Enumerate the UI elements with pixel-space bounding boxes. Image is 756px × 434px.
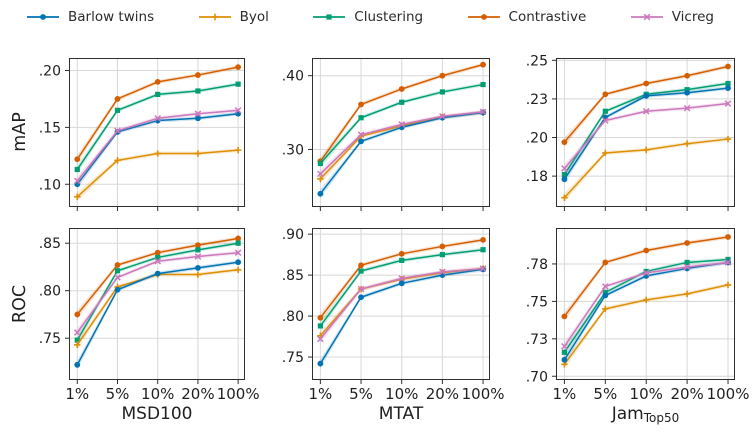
svg-text:.75: .75 — [526, 294, 548, 310]
legend-label: Contrastive — [508, 9, 587, 25]
svg-text:.23: .23 — [526, 92, 548, 108]
y-axis-label-roc: ROC — [10, 284, 30, 324]
svg-text:20%: 20% — [670, 385, 703, 403]
svg-text:100%: 100% — [462, 385, 505, 403]
svg-text:.15: .15 — [39, 120, 61, 136]
byol-marker-icon — [198, 13, 231, 21]
svg-text:.75: .75 — [282, 350, 304, 366]
svg-text:.75: .75 — [39, 331, 61, 347]
legend-item-clustering: Clustering — [312, 9, 423, 25]
legend-label: Vicreg — [671, 9, 714, 25]
svg-text:.40: .40 — [282, 69, 304, 85]
legend-item-barlow-twins: Barlow twins — [26, 9, 154, 25]
legend-label: Clustering — [354, 9, 424, 25]
svg-text:5%: 5% — [106, 385, 130, 403]
svg-text:.85: .85 — [282, 268, 304, 284]
svg-text:10%: 10% — [385, 385, 418, 403]
legend-item-vicreg: Vicreg — [630, 9, 714, 25]
legend-item-contrastive: Contrastive — [467, 9, 587, 25]
svg-text:.20: .20 — [526, 131, 548, 147]
svg-text:10%: 10% — [141, 385, 174, 403]
svg-text:.80: .80 — [39, 284, 61, 300]
svg-text:10%: 10% — [630, 385, 663, 403]
legend-label: Barlow twins — [68, 9, 155, 25]
svg-text:.30: .30 — [282, 142, 304, 158]
svg-text:.20: .20 — [39, 64, 61, 80]
svg-text:.90: .90 — [282, 227, 304, 243]
svg-text:5%: 5% — [349, 385, 373, 403]
svg-text:.18: .18 — [526, 169, 548, 185]
contrastive-marker-icon — [467, 14, 500, 20]
svg-text:.70: .70 — [526, 369, 548, 385]
svg-text:.25: .25 — [526, 53, 548, 69]
svg-text:1%: 1% — [65, 385, 89, 403]
y-axis-label-map: mAP — [10, 112, 30, 152]
svg-text:MSD100: MSD100 — [122, 404, 193, 424]
vicreg-marker-icon — [630, 13, 663, 21]
svg-text:.80: .80 — [282, 309, 304, 325]
legend-item-byol: Byol — [198, 9, 269, 25]
svg-text:20%: 20% — [181, 385, 214, 403]
barlow-twins-marker-icon — [27, 14, 59, 20]
svg-text:MTAT: MTAT — [379, 404, 424, 424]
svg-text:JamTop50: JamTop50 — [611, 404, 680, 425]
legend-label: Byol — [239, 9, 269, 25]
svg-text:.73: .73 — [526, 332, 548, 348]
clustering-marker-icon — [313, 14, 346, 20]
svg-text:100%: 100% — [707, 385, 750, 403]
legend: Barlow twins Byol Clustering Contrastive Vic… — [0, 6, 756, 28]
svg-text:1%: 1% — [308, 385, 332, 403]
svg-text:100%: 100% — [217, 385, 260, 403]
svg-text:1%: 1% — [553, 385, 577, 403]
svg-text:5%: 5% — [593, 385, 617, 403]
svg-text:.10: .10 — [39, 177, 61, 193]
svg-text:20%: 20% — [426, 385, 459, 403]
svg-text:.78: .78 — [526, 257, 548, 273]
svg-text:.85: .85 — [39, 236, 61, 252]
